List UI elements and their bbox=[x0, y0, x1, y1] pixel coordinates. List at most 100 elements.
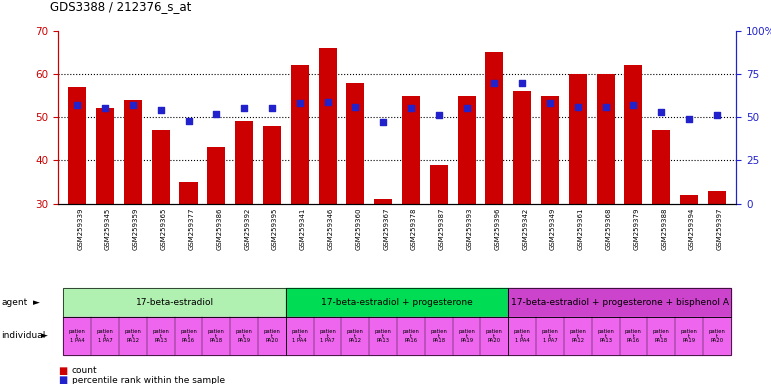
Text: GSM259339: GSM259339 bbox=[77, 207, 83, 250]
Bar bbox=[569, 74, 587, 333]
Text: GDS3388 / 212376_s_at: GDS3388 / 212376_s_at bbox=[50, 0, 191, 13]
Text: patien
t
PA16: patien t PA16 bbox=[625, 328, 642, 344]
Text: GSM259359: GSM259359 bbox=[133, 207, 139, 250]
Text: GSM259396: GSM259396 bbox=[494, 207, 500, 250]
Text: patien
t
PA12: patien t PA12 bbox=[124, 328, 141, 344]
Text: patien
t
PA20: patien t PA20 bbox=[486, 328, 503, 344]
Text: GSM259349: GSM259349 bbox=[550, 207, 556, 250]
Bar bbox=[457, 96, 476, 333]
Text: patien
t
PA18: patien t PA18 bbox=[653, 328, 670, 344]
Bar bbox=[152, 130, 170, 333]
Bar bbox=[597, 74, 614, 333]
Bar bbox=[318, 48, 337, 333]
Point bbox=[599, 104, 611, 110]
Bar bbox=[96, 109, 114, 333]
Point bbox=[126, 102, 139, 108]
Text: patien
t
PA18: patien t PA18 bbox=[208, 328, 225, 344]
Bar bbox=[513, 91, 531, 333]
Text: GSM259395: GSM259395 bbox=[272, 207, 278, 250]
Point bbox=[99, 106, 111, 112]
Text: patien
t
1 PA4: patien t 1 PA4 bbox=[513, 328, 530, 344]
Point bbox=[544, 100, 556, 106]
Text: GSM259346: GSM259346 bbox=[328, 207, 334, 250]
Bar bbox=[124, 100, 142, 333]
Text: GSM259392: GSM259392 bbox=[244, 207, 250, 250]
Bar bbox=[180, 182, 197, 333]
Text: patien
t
PA12: patien t PA12 bbox=[347, 328, 364, 344]
Point bbox=[683, 116, 695, 122]
Point bbox=[460, 106, 473, 112]
Point bbox=[711, 113, 723, 119]
Text: agent: agent bbox=[2, 298, 28, 307]
Text: patien
t
PA18: patien t PA18 bbox=[430, 328, 447, 344]
Point bbox=[655, 109, 668, 115]
Text: individual: individual bbox=[2, 331, 46, 341]
Text: ■: ■ bbox=[58, 375, 67, 384]
Text: ■: ■ bbox=[58, 366, 67, 376]
Text: patien
t
1 PA4: patien t 1 PA4 bbox=[69, 328, 86, 344]
Text: GSM259378: GSM259378 bbox=[411, 207, 417, 250]
Text: patien
t
PA12: patien t PA12 bbox=[569, 328, 586, 344]
Text: patien
t
PA16: patien t PA16 bbox=[180, 328, 197, 344]
Point bbox=[516, 79, 528, 86]
Bar bbox=[680, 195, 698, 333]
Text: patien
t
1 PA7: patien t 1 PA7 bbox=[541, 328, 558, 344]
Bar bbox=[69, 87, 86, 333]
Text: patien
t
PA19: patien t PA19 bbox=[681, 328, 698, 344]
Text: GSM259341: GSM259341 bbox=[300, 207, 306, 250]
Point bbox=[488, 79, 500, 86]
Point bbox=[433, 113, 445, 119]
Text: GSM259377: GSM259377 bbox=[189, 207, 194, 250]
Bar bbox=[263, 126, 281, 333]
Point bbox=[405, 106, 417, 112]
Text: GSM259379: GSM259379 bbox=[634, 207, 639, 250]
Text: patien
t
PA19: patien t PA19 bbox=[458, 328, 475, 344]
Text: patien
t
PA19: patien t PA19 bbox=[236, 328, 253, 344]
Text: GSM259361: GSM259361 bbox=[577, 207, 584, 250]
Point bbox=[628, 102, 640, 108]
Text: 17-beta-estradiol + progesterone: 17-beta-estradiol + progesterone bbox=[322, 298, 473, 307]
Bar bbox=[652, 130, 670, 333]
Point bbox=[571, 104, 584, 110]
Text: patien
t
PA20: patien t PA20 bbox=[264, 328, 281, 344]
Text: GSM259393: GSM259393 bbox=[466, 207, 473, 250]
Text: GSM259387: GSM259387 bbox=[439, 207, 445, 250]
Point bbox=[210, 111, 223, 117]
Text: GSM259365: GSM259365 bbox=[160, 207, 167, 250]
Text: GSM259394: GSM259394 bbox=[689, 207, 695, 250]
Bar bbox=[708, 190, 726, 333]
Point bbox=[71, 102, 83, 108]
Point bbox=[238, 106, 251, 112]
Bar bbox=[346, 83, 365, 333]
Text: GSM259386: GSM259386 bbox=[217, 207, 222, 250]
Bar bbox=[235, 121, 253, 333]
Point bbox=[377, 119, 389, 126]
Text: ►: ► bbox=[33, 298, 40, 307]
Text: GSM259367: GSM259367 bbox=[383, 207, 389, 250]
Text: patien
t
PA13: patien t PA13 bbox=[152, 328, 169, 344]
Text: 17-beta-estradiol: 17-beta-estradiol bbox=[136, 298, 214, 307]
Bar bbox=[402, 96, 420, 333]
Bar bbox=[207, 147, 225, 333]
Bar bbox=[291, 65, 308, 333]
Text: GSM259345: GSM259345 bbox=[105, 207, 111, 250]
Text: ►: ► bbox=[41, 331, 48, 341]
Text: patien
t
PA13: patien t PA13 bbox=[598, 328, 614, 344]
Text: GSM259360: GSM259360 bbox=[355, 207, 362, 250]
Point bbox=[294, 100, 306, 106]
Bar bbox=[486, 52, 503, 333]
Bar bbox=[541, 96, 559, 333]
Point bbox=[154, 107, 167, 113]
Bar bbox=[429, 165, 448, 333]
Text: percentile rank within the sample: percentile rank within the sample bbox=[72, 376, 225, 384]
Text: 17-beta-estradiol + progesterone + bisphenol A: 17-beta-estradiol + progesterone + bisph… bbox=[510, 298, 729, 307]
Text: patien
t
PA20: patien t PA20 bbox=[709, 328, 726, 344]
Text: GSM259388: GSM259388 bbox=[662, 207, 667, 250]
Text: patien
t
1 PA7: patien t 1 PA7 bbox=[96, 328, 113, 344]
Point bbox=[349, 104, 362, 110]
Text: patien
t
PA16: patien t PA16 bbox=[402, 328, 419, 344]
Text: patien
t
PA13: patien t PA13 bbox=[375, 328, 392, 344]
Point bbox=[266, 106, 278, 112]
Bar bbox=[625, 65, 642, 333]
Text: count: count bbox=[72, 366, 97, 375]
